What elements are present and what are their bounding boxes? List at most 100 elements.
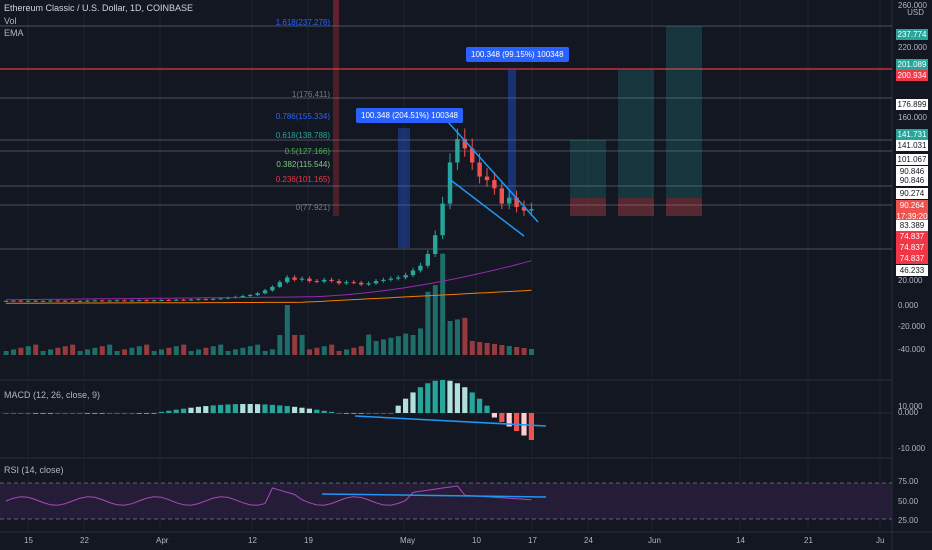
volume-bar (410, 335, 416, 355)
rsi-divergence-line (321, 493, 547, 498)
long-position-target (618, 70, 654, 198)
macd-histogram-bar (232, 404, 238, 413)
rsi-line (5, 485, 532, 506)
candle-body (63, 300, 68, 302)
time-axis-tick: Ju (876, 536, 885, 545)
macd-histogram-bar (395, 405, 401, 413)
volume-bar (403, 333, 409, 355)
candle-body (470, 148, 475, 163)
volume-bar (469, 341, 475, 355)
macd-histogram-bar (240, 404, 246, 413)
time-axis-tick: 22 (80, 536, 89, 545)
candle-body (100, 300, 105, 302)
wedge-lower-line (447, 177, 525, 237)
candle-body (344, 282, 349, 284)
macd-histogram-bar (107, 413, 113, 414)
volume-bar (129, 347, 135, 355)
volume-bar (3, 351, 9, 355)
macd-histogram-bar (358, 413, 364, 414)
macd-histogram-bar (514, 413, 520, 431)
candle-body (218, 298, 223, 300)
volume-bar (440, 253, 446, 355)
volume-bar (144, 344, 150, 355)
volume-bar (292, 335, 298, 355)
macd-histogram-bar (144, 413, 150, 414)
price-tag: 74.837 (896, 242, 928, 253)
macd-divergence-line (354, 415, 547, 427)
fib-level-label: 0.236(101.165) (275, 175, 330, 184)
price-tag: 90.274 (896, 188, 928, 199)
volume-bar (388, 337, 394, 355)
macd-histogram-bar (47, 413, 53, 414)
fib-level-label: 0.786(155.334) (275, 112, 330, 121)
volume-bar (181, 344, 187, 355)
volume-bar (55, 347, 61, 355)
volume-bar (48, 349, 53, 355)
macd-histogram-bar (321, 410, 327, 413)
volume-bar (351, 347, 357, 355)
candle-body (77, 300, 83, 302)
price-tag: 46.233 (896, 265, 928, 276)
macd-histogram-bar (269, 404, 275, 413)
macd-histogram-bar (114, 413, 120, 414)
fib-level-label: 0.382(115.544) (276, 160, 330, 169)
candle-body (492, 180, 497, 189)
symbol-title: Ethereum Classic / U.S. Dollar, 1D, COIN… (4, 3, 194, 13)
candle-body (151, 300, 157, 302)
volume-bar (218, 344, 224, 355)
candle-body (329, 279, 334, 281)
volume-axis-tick: -40.000 (898, 345, 926, 354)
candle-body (114, 300, 120, 302)
price-tag: 176.899 (896, 99, 928, 110)
ema-fast-line (5, 260, 532, 301)
candle-body (270, 286, 275, 291)
macd-histogram-bar (166, 410, 172, 413)
candle-body (55, 300, 60, 302)
price-tag: 90.264 (896, 200, 928, 211)
macd-histogram-bar (129, 413, 135, 414)
volume-bar (225, 351, 231, 355)
time-axis-tick: 21 (804, 536, 813, 545)
volume-bar (188, 351, 194, 355)
macd-histogram-bar (499, 413, 505, 422)
ema-slow-line (5, 289, 532, 304)
rsi-axis-tick: 75.00 (898, 477, 919, 486)
candle-body (248, 295, 253, 297)
volume-bar (462, 317, 468, 355)
volume-bar (499, 345, 505, 355)
measure-callout-1[interactable]: 100.348 (99.15%) 100348 (466, 47, 569, 62)
macd-histogram-bar (351, 413, 357, 414)
volume-bar (314, 347, 320, 355)
macd-histogram-bar (491, 413, 497, 418)
time-axis-tick: 19 (304, 536, 313, 545)
macd-histogram-bar (506, 413, 512, 427)
macd-histogram-bar (329, 411, 335, 413)
macd-histogram-bar (343, 413, 349, 414)
macd-histogram-bar (336, 413, 342, 414)
candle-body (285, 277, 290, 283)
macd-histogram-bar (77, 413, 83, 414)
macd-histogram-bar (366, 413, 372, 414)
volume-bar (240, 347, 246, 355)
candle-body (433, 235, 438, 254)
macd-histogram-bar (417, 387, 423, 413)
candle-body (137, 300, 142, 302)
fib-level-label: 1(176.411) (291, 90, 330, 99)
macd-histogram-bar (188, 407, 194, 413)
measure-box-1 (398, 128, 410, 248)
measure-callout-2[interactable]: 100.348 (204.51%) 100348 (356, 108, 463, 123)
macd-histogram-bar (173, 409, 179, 413)
fib-level-label: 0(77.921) (295, 203, 330, 212)
candle-body (292, 277, 297, 280)
fib-bar (333, 26, 339, 216)
price-tag: 237.774 (896, 29, 928, 40)
volume-bar (196, 349, 201, 355)
volume-bar (247, 346, 253, 355)
macd-histogram-bar (33, 413, 39, 414)
macd-histogram-bar (262, 404, 268, 413)
macd-histogram-bar (284, 406, 290, 413)
candle-body (11, 300, 16, 302)
rsi-axis-tick: 25.00 (898, 516, 919, 525)
volume-bar (329, 344, 335, 355)
